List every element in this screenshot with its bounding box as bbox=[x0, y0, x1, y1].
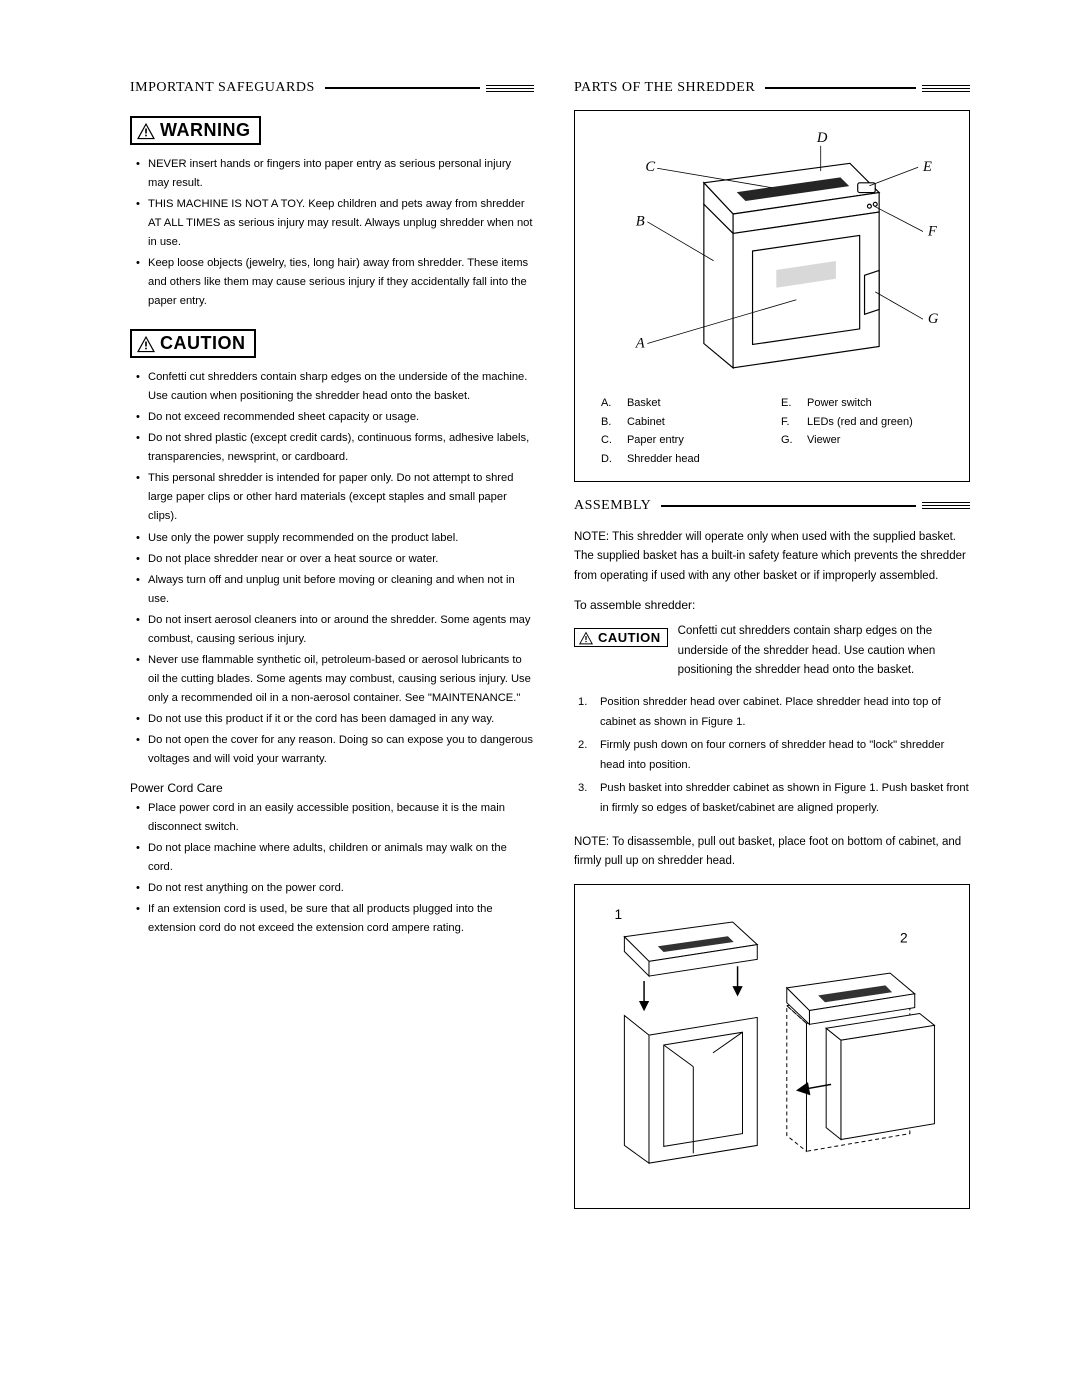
parts-heading-row: PARTS OF THE SHREDDER bbox=[574, 80, 970, 96]
caution-badge: CAUTION bbox=[130, 329, 256, 358]
callout-label-e: E bbox=[922, 159, 932, 175]
list-item: Use only the power supply recommended on… bbox=[130, 529, 534, 548]
safeguards-heading-row: IMPORTANT SAFEGUARDS bbox=[130, 80, 534, 96]
manual-page: IMPORTANT SAFEGUARDS WARNING NEVER inser… bbox=[130, 80, 970, 1209]
parts-legend: A. Basket B. Cabinet C. Paper entry D. Shred… bbox=[575, 388, 969, 481]
figure-label-2: 2 bbox=[900, 930, 908, 945]
list-item: Do not insert aerosol cleaners into or a… bbox=[130, 611, 534, 649]
assembly-note: NOTE: This shredder will operate only wh… bbox=[574, 528, 970, 587]
list-item: Do not use this product if it or the cor… bbox=[130, 710, 534, 729]
list-item: Keep loose objects (jewelry, ties, long … bbox=[130, 254, 534, 311]
warning-label: WARNING bbox=[160, 120, 251, 141]
assembly-figure-box: 1 2 bbox=[574, 884, 970, 1209]
caution-bullet-list: Confetti cut shredders contain sharp edg… bbox=[130, 368, 534, 769]
callout-label-g: G bbox=[928, 311, 939, 327]
parts-figure-box: C B A D E F G A. Basket B. Cabinet C. Paper… bbox=[574, 110, 970, 482]
legend-key: G. bbox=[781, 431, 797, 450]
legend-key: A. bbox=[601, 394, 617, 413]
safeguards-title: IMPORTANT SAFEGUARDS bbox=[130, 80, 315, 96]
caution-label: CAUTION bbox=[160, 333, 246, 354]
caution-triangle-icon bbox=[578, 631, 594, 645]
list-item: This personal shredder is intended for p… bbox=[130, 469, 534, 526]
inline-caution-text: Confetti cut shredders contain sharp edg… bbox=[678, 622, 970, 681]
legend-value: Paper entry bbox=[627, 431, 684, 450]
step-item: Firmly push down on four corners of shre… bbox=[574, 736, 970, 775]
list-item: Do not exceed recommended sheet capacity… bbox=[130, 408, 534, 427]
assembly-steps: Position shredder head over cabinet. Pla… bbox=[574, 693, 970, 819]
caution-label: CAUTION bbox=[598, 630, 661, 645]
legend-value: Shredder head bbox=[627, 450, 700, 469]
power-cord-heading: Power Cord Care bbox=[130, 781, 534, 795]
legend-key: D. bbox=[601, 450, 617, 469]
step-item: Position shredder head over cabinet. Pla… bbox=[574, 693, 970, 732]
list-item: Place power cord in an easily accessible… bbox=[130, 799, 534, 837]
right-column: PARTS OF THE SHREDDER bbox=[574, 80, 970, 1209]
callout-label-d: D bbox=[816, 130, 828, 146]
assembly-inline-caution: CAUTION Confetti cut shredders contain s… bbox=[574, 622, 970, 681]
shredder-parts-diagram: C B A D E F G bbox=[587, 121, 957, 381]
heading-rule bbox=[325, 85, 534, 92]
legend-value: Viewer bbox=[807, 431, 840, 450]
caution-triangle-icon bbox=[136, 335, 156, 353]
legend-key: C. bbox=[601, 431, 617, 450]
legend-key: F. bbox=[781, 413, 797, 432]
assembly-heading-row: ASSEMBLY bbox=[574, 498, 970, 514]
left-column: IMPORTANT SAFEGUARDS WARNING NEVER inser… bbox=[130, 80, 534, 1209]
assembly-intro: To assemble shredder: bbox=[574, 598, 970, 612]
callout-label-b: B bbox=[636, 214, 645, 230]
list-item: THIS MACHINE IS NOT A TOY. Keep children… bbox=[130, 195, 534, 252]
assembly-title: ASSEMBLY bbox=[574, 498, 651, 514]
list-item: Do not place shredder near or over a hea… bbox=[130, 550, 534, 569]
list-item: Confetti cut shredders contain sharp edg… bbox=[130, 368, 534, 406]
legend-value: Cabinet bbox=[627, 413, 665, 432]
list-item: Do not rest anything on the power cord. bbox=[130, 879, 534, 898]
heading-rule bbox=[765, 85, 970, 92]
legend-value: Power switch bbox=[807, 394, 872, 413]
parts-title: PARTS OF THE SHREDDER bbox=[574, 80, 755, 96]
assembly-exploded-diagram: 1 2 bbox=[585, 895, 959, 1195]
warning-bullet-list: NEVER insert hands or fingers into paper… bbox=[130, 155, 534, 311]
step-item: Push basket into shredder cabinet as sho… bbox=[574, 779, 970, 818]
heading-rule bbox=[661, 502, 970, 509]
disassemble-note: NOTE: To disassemble, pull out basket, p… bbox=[574, 833, 970, 872]
list-item: Do not open the cover for any reason. Do… bbox=[130, 731, 534, 769]
legend-key: B. bbox=[601, 413, 617, 432]
list-item: Do not place machine where adults, child… bbox=[130, 839, 534, 877]
callout-label-f: F bbox=[927, 223, 938, 239]
legend-value: Basket bbox=[627, 394, 661, 413]
legend-value: LEDs (red and green) bbox=[807, 413, 913, 432]
list-item: Do not shred plastic (except credit card… bbox=[130, 429, 534, 467]
caution-badge-small: CAUTION bbox=[574, 628, 668, 647]
warning-triangle-icon bbox=[136, 122, 156, 140]
callout-label-c: C bbox=[645, 159, 655, 175]
power-cord-bullet-list: Place power cord in an easily accessible… bbox=[130, 799, 534, 938]
legend-key: E. bbox=[781, 394, 797, 413]
list-item: Always turn off and unplug unit before m… bbox=[130, 571, 534, 609]
callout-label-a: A bbox=[635, 335, 645, 351]
list-item: If an extension cord is used, be sure th… bbox=[130, 900, 534, 938]
warning-badge: WARNING bbox=[130, 116, 261, 145]
list-item: Never use flammable synthetic oil, petro… bbox=[130, 651, 534, 708]
list-item: NEVER insert hands or fingers into paper… bbox=[130, 155, 534, 193]
figure-label-1: 1 bbox=[614, 907, 622, 922]
